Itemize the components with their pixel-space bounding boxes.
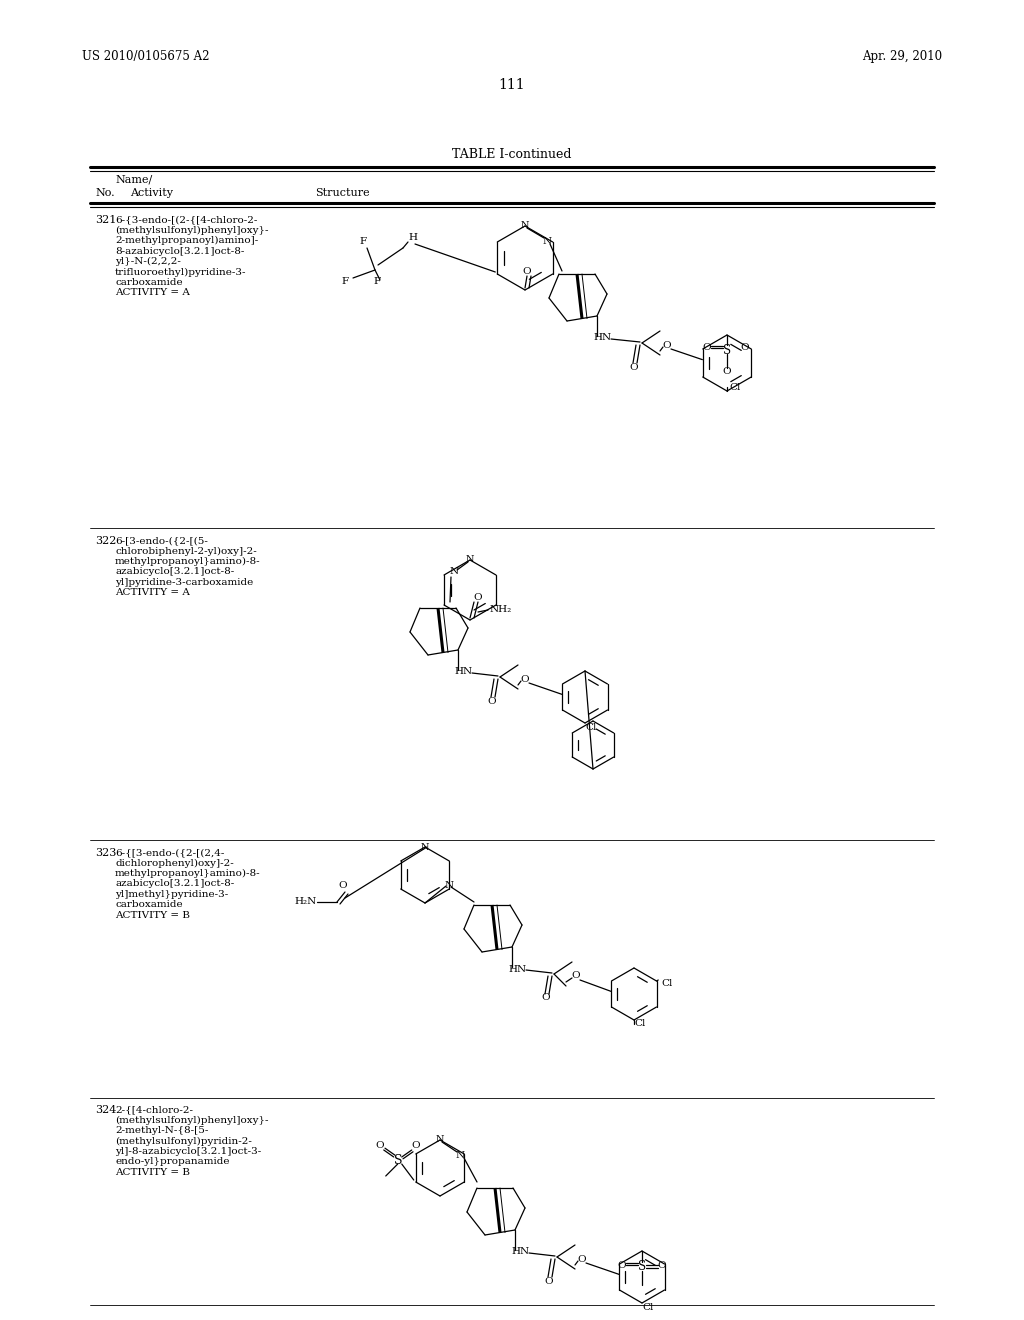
Text: N: N <box>450 568 459 577</box>
Text: F: F <box>359 238 367 247</box>
Text: N: N <box>521 222 529 231</box>
Text: O: O <box>630 363 638 371</box>
Text: Cl: Cl <box>634 1019 645 1028</box>
Text: O: O <box>571 972 581 981</box>
Text: F: F <box>374 277 381 286</box>
Text: NH₂: NH₂ <box>490 606 512 615</box>
Text: H₂N: H₂N <box>295 898 317 907</box>
Text: O: O <box>412 1142 420 1151</box>
Text: O: O <box>617 1261 627 1270</box>
Text: 6-{3-endo-[(2-{[4-chloro-2-
(methylsulfonyl)phenyl]oxy}-
2-methylpropanoyl)amino: 6-{3-endo-[(2-{[4-chloro-2- (methylsulfo… <box>115 215 268 297</box>
Text: O: O <box>522 268 531 276</box>
Text: O: O <box>663 341 672 350</box>
Text: HN: HN <box>511 1247 529 1257</box>
Text: O: O <box>723 367 731 376</box>
Text: O: O <box>578 1254 587 1263</box>
Text: TABLE I-continued: TABLE I-continued <box>453 148 571 161</box>
Text: 322: 322 <box>95 536 117 546</box>
Text: Cl: Cl <box>642 1303 653 1312</box>
Text: 321: 321 <box>95 215 117 224</box>
Text: Cl: Cl <box>729 383 740 392</box>
Text: 2-{[4-chloro-2-
(methylsulfonyl)phenyl]oxy}-
2-methyl-N-{8-[5-
(methylsulfonyl)p: 2-{[4-chloro-2- (methylsulfonyl)phenyl]o… <box>115 1105 268 1176</box>
Text: O: O <box>542 994 550 1002</box>
Text: 111: 111 <box>499 78 525 92</box>
Text: Apr. 29, 2010: Apr. 29, 2010 <box>862 50 942 63</box>
Text: Cl: Cl <box>662 979 673 989</box>
Text: O: O <box>339 882 347 891</box>
Text: O: O <box>702 343 712 352</box>
Text: N: N <box>466 556 474 565</box>
Text: HN: HN <box>593 334 611 342</box>
Text: No.: No. <box>95 187 115 198</box>
Text: N: N <box>421 842 429 851</box>
Text: Cl: Cl <box>585 722 596 731</box>
Text: O: O <box>545 1276 553 1286</box>
Text: N: N <box>436 1135 444 1144</box>
Text: S: S <box>638 1261 646 1274</box>
Text: O: O <box>657 1261 667 1270</box>
Text: N: N <box>444 880 454 890</box>
Text: Name/: Name/ <box>115 176 153 185</box>
Text: S: S <box>393 1154 402 1167</box>
Text: S: S <box>723 343 731 356</box>
Text: O: O <box>740 343 750 352</box>
Text: Activity: Activity <box>130 187 173 198</box>
Text: 6-[3-endo-({2-[(5-
chlorobiphenyl-2-yl)oxy]-2-
methylpropanoyl}amino)-8-
azabicy: 6-[3-endo-({2-[(5- chlorobiphenyl-2-yl)o… <box>115 536 261 597</box>
Text: Structure: Structure <box>315 187 370 198</box>
Text: HN: HN <box>454 668 472 676</box>
Text: 323: 323 <box>95 847 117 858</box>
Text: O: O <box>487 697 497 705</box>
Text: F: F <box>341 277 348 286</box>
Text: N: N <box>456 1151 465 1159</box>
Text: N: N <box>543 236 552 246</box>
Text: US 2010/0105675 A2: US 2010/0105675 A2 <box>82 50 210 63</box>
Text: O: O <box>474 594 482 602</box>
Text: O: O <box>520 675 529 684</box>
Text: HN: HN <box>508 965 526 974</box>
Text: 324: 324 <box>95 1105 117 1115</box>
Text: 6-{[3-endo-({2-[(2,4-
dichlorophenyl)oxy]-2-
methylpropanoyl}amino)-8-
azabicycl: 6-{[3-endo-({2-[(2,4- dichlorophenyl)oxy… <box>115 847 261 920</box>
Text: H: H <box>409 234 418 243</box>
Text: O: O <box>376 1142 384 1151</box>
